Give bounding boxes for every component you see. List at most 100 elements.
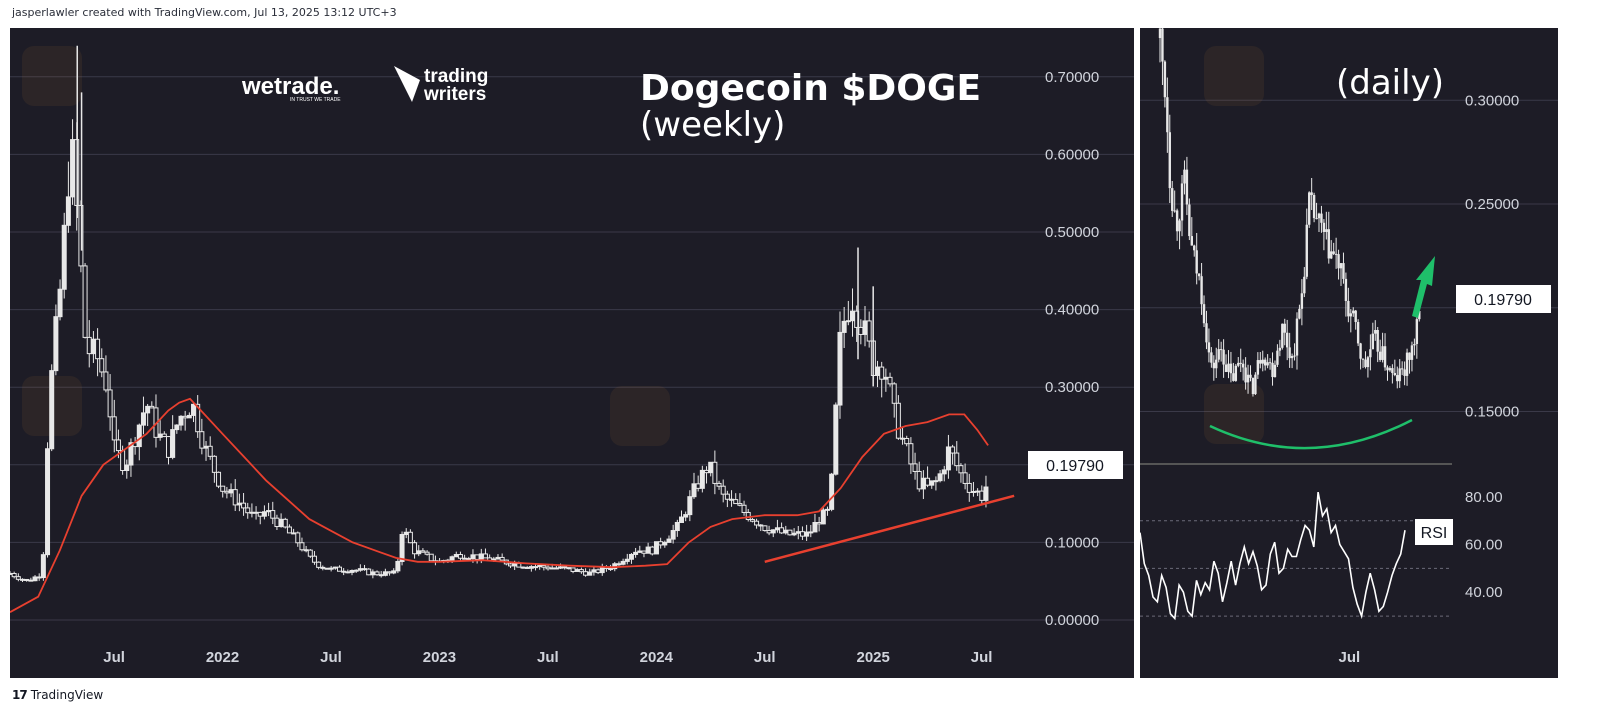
candle-body bbox=[824, 508, 830, 511]
y-tick-label: 0.30000 bbox=[1045, 379, 1099, 396]
candle-body bbox=[507, 563, 513, 567]
candle-body bbox=[1317, 213, 1321, 219]
candle-body bbox=[979, 490, 985, 501]
candle-body bbox=[1315, 218, 1318, 220]
tradingview-logo-icon: 17 bbox=[12, 688, 28, 702]
candle-body bbox=[566, 567, 572, 570]
candle-body bbox=[1356, 322, 1360, 344]
candle-body bbox=[637, 550, 643, 553]
candle-body bbox=[670, 530, 676, 540]
candle-body bbox=[1320, 213, 1323, 223]
x-tick-label: 2023 bbox=[423, 649, 456, 666]
candle-body bbox=[1352, 310, 1355, 314]
candle-body bbox=[662, 541, 668, 546]
candle-body bbox=[199, 431, 205, 449]
candle-body bbox=[1180, 183, 1184, 221]
weekly-chart-panel[interactable]: 0.70000 0.60000 0.50000 0.40000 0.30000 0.100… bbox=[10, 28, 1134, 678]
candle-body bbox=[145, 405, 151, 414]
candle-body bbox=[103, 371, 109, 391]
candle-body bbox=[1393, 373, 1397, 376]
candle-body bbox=[1383, 346, 1387, 368]
candle-body bbox=[349, 569, 355, 573]
weekly-chart[interactable]: 0.70000 0.60000 0.50000 0.40000 0.30000 0.100… bbox=[10, 28, 1134, 678]
candle-body bbox=[804, 531, 810, 537]
candle-body bbox=[541, 565, 547, 568]
candle-body bbox=[1207, 342, 1211, 353]
candle-body bbox=[879, 366, 885, 380]
candle-body bbox=[699, 469, 705, 489]
candle-body bbox=[1200, 276, 1203, 305]
rsi-tick-label: 60.00 bbox=[1465, 537, 1503, 554]
candle-body bbox=[762, 525, 768, 532]
credit-header: jasperlawler created with TradingView.co… bbox=[12, 6, 397, 19]
y-tick-label: 0.25000 bbox=[1465, 196, 1519, 213]
candle-body bbox=[1325, 229, 1328, 232]
candle-body bbox=[1349, 313, 1352, 317]
candle-body bbox=[704, 469, 710, 474]
candle-body bbox=[1161, 28, 1164, 62]
candle-body bbox=[203, 445, 209, 449]
candle-body bbox=[849, 310, 855, 322]
candle-body bbox=[20, 578, 26, 581]
candle-body bbox=[674, 521, 680, 532]
candle-body bbox=[1361, 358, 1365, 360]
candle-body bbox=[191, 403, 197, 416]
candle-body bbox=[399, 534, 405, 562]
candle-body bbox=[1168, 132, 1171, 189]
candle-body bbox=[232, 489, 238, 506]
candle-body bbox=[1298, 308, 1301, 319]
candle-body bbox=[195, 403, 201, 433]
candle-body bbox=[165, 436, 171, 458]
candle-body bbox=[1241, 363, 1245, 368]
candle-body bbox=[228, 489, 234, 494]
last-price-label: 0.19790 bbox=[1046, 458, 1104, 475]
candle-body bbox=[1374, 329, 1377, 334]
candle-body bbox=[136, 424, 142, 448]
candle-body bbox=[558, 566, 564, 569]
candle-body bbox=[516, 562, 522, 568]
last-price-tag bbox=[1028, 451, 1123, 479]
y-tick-label: 0.00000 bbox=[1045, 612, 1099, 629]
rsi-tag bbox=[1415, 519, 1453, 545]
rsi-label: RSI bbox=[1421, 525, 1448, 542]
candle-body bbox=[653, 541, 659, 555]
candle-body bbox=[533, 566, 539, 569]
candle-body bbox=[1418, 311, 1421, 320]
x-tick-label: Jul bbox=[1339, 649, 1361, 666]
candle-body bbox=[95, 338, 101, 360]
candle-body bbox=[1259, 360, 1262, 364]
candle-body bbox=[57, 288, 63, 318]
candle-body bbox=[341, 570, 347, 573]
candle-body bbox=[70, 139, 76, 198]
candle-body bbox=[724, 493, 730, 500]
candle-body bbox=[958, 465, 964, 474]
candle-body bbox=[270, 510, 276, 519]
rsi-tick-label: 80.00 bbox=[1465, 489, 1503, 506]
candle-body bbox=[1308, 192, 1311, 225]
daily-chart[interactable]: 80.00 60.00 40.00 0.30000 0.25000 0.15000 Ju… bbox=[1140, 28, 1558, 678]
candle-body bbox=[1183, 169, 1186, 184]
candle-body bbox=[687, 496, 693, 516]
candle-body bbox=[1332, 251, 1335, 254]
candle-body bbox=[1246, 374, 1250, 383]
candle-body bbox=[1171, 188, 1174, 211]
candle-body bbox=[245, 507, 251, 514]
y-tick-label: 0.70000 bbox=[1045, 69, 1099, 86]
candle-body bbox=[178, 415, 184, 426]
candle-body bbox=[833, 404, 839, 475]
x-tick-label: Jul bbox=[537, 649, 559, 666]
candle-body bbox=[391, 570, 397, 574]
candle-body bbox=[1175, 210, 1179, 232]
candle-body bbox=[1210, 352, 1213, 363]
candle-body bbox=[1381, 346, 1384, 360]
daily-chart-panel[interactable]: 80.00 60.00 40.00 0.30000 0.25000 0.15000 Ju… bbox=[1140, 28, 1558, 678]
candle-body bbox=[1202, 304, 1206, 324]
candle-body bbox=[291, 532, 297, 535]
candle-body bbox=[1234, 365, 1238, 381]
candle-body bbox=[1276, 350, 1279, 365]
candle-body bbox=[1400, 368, 1404, 370]
candle-body bbox=[733, 499, 739, 505]
candle-body bbox=[1173, 210, 1176, 212]
candle-body bbox=[816, 522, 822, 525]
candle-body bbox=[1334, 253, 1338, 255]
